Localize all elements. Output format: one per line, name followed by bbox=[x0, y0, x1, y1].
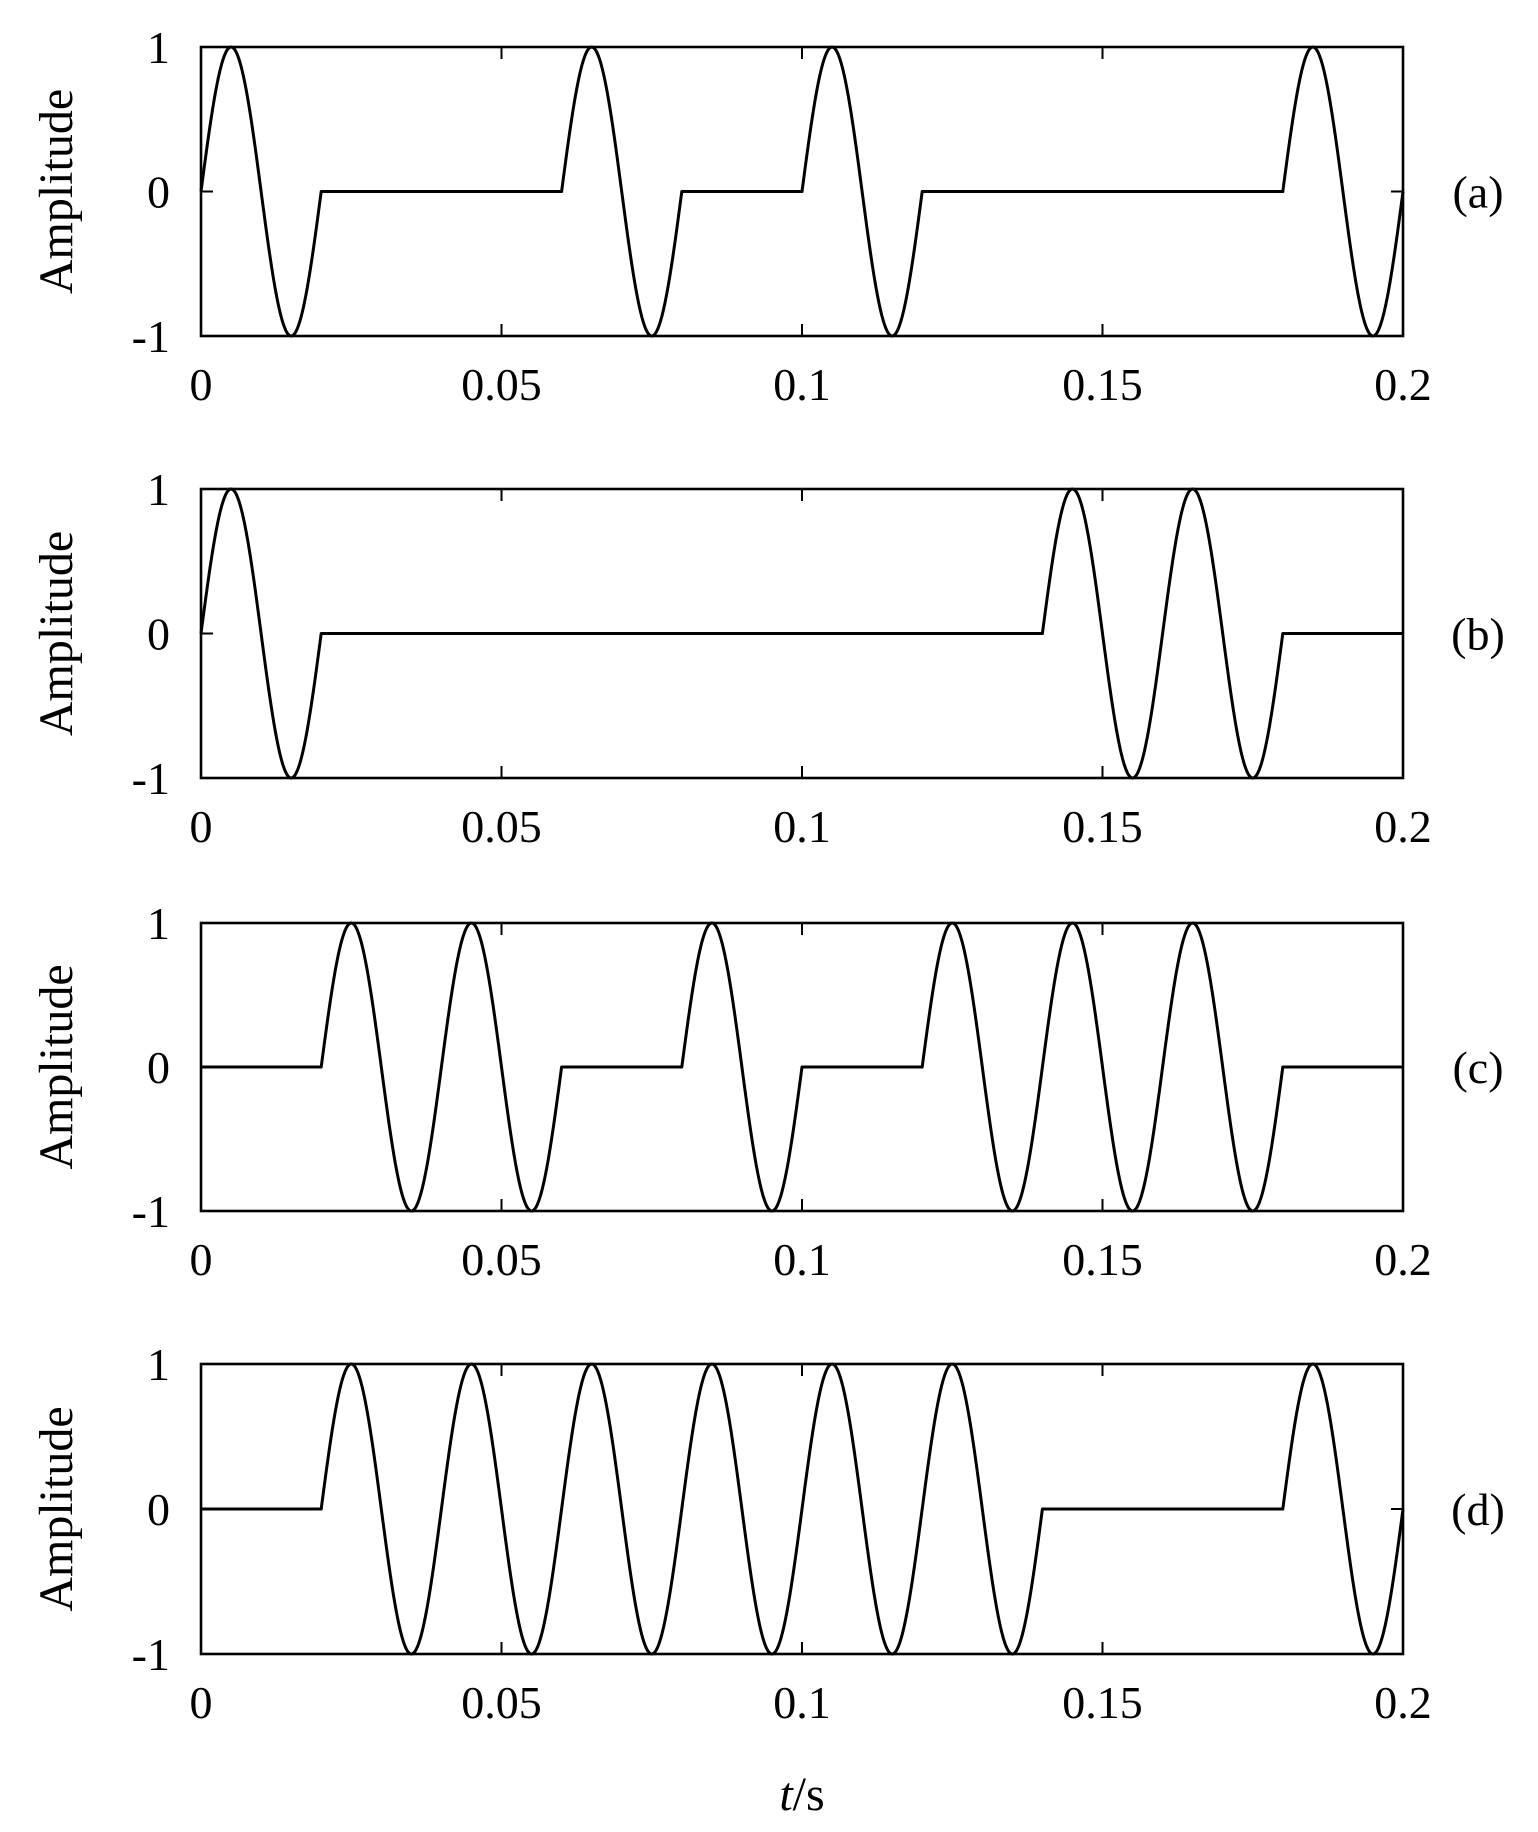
signal-line bbox=[200, 1362, 1405, 1656]
x-tick-label: 0.05 bbox=[461, 801, 542, 852]
panel-label: (a) bbox=[1452, 167, 1503, 218]
y-tick-label: 0 bbox=[147, 1484, 170, 1535]
x-tick-label: 0.05 bbox=[461, 1234, 542, 1285]
x-tick-label: 0.1 bbox=[773, 1677, 831, 1728]
x-tick-label: 0.15 bbox=[1062, 801, 1143, 852]
x-tick-label: 0 bbox=[190, 1677, 213, 1728]
signal-line bbox=[200, 921, 1404, 1213]
y-tick-label: 0 bbox=[147, 1042, 170, 1093]
x-tick-label: 0.15 bbox=[1062, 1234, 1143, 1285]
signal-line bbox=[199, 45, 1405, 338]
x-tick-label: 0 bbox=[190, 359, 213, 410]
y-tick-label: 1 bbox=[147, 22, 170, 73]
y-tick-label: -1 bbox=[132, 311, 170, 362]
y-tick-label: -1 bbox=[132, 1629, 170, 1680]
y-tick-label: -1 bbox=[132, 753, 170, 804]
panel-label: (d) bbox=[1451, 1484, 1505, 1535]
panel-label: (b) bbox=[1451, 609, 1505, 660]
x-tick-label: 0.15 bbox=[1062, 359, 1143, 410]
y-axis-label: Amplitude bbox=[30, 89, 83, 294]
y-tick-label: 0 bbox=[147, 609, 170, 660]
panel-label: (c) bbox=[1452, 1042, 1503, 1093]
x-tick-label: 0.1 bbox=[773, 801, 831, 852]
y-axis-label: Amplitude bbox=[30, 964, 83, 1169]
y-tick-label: 1 bbox=[147, 464, 170, 515]
x-axis-label-symbol: t bbox=[779, 1768, 794, 1821]
y-tick-label: 1 bbox=[147, 1339, 170, 1390]
x-tick-label: 0 bbox=[190, 801, 213, 852]
x-axis-label-unit: /s bbox=[793, 1768, 825, 1821]
x-tick-label: 0.2 bbox=[1374, 801, 1432, 852]
x-tick-label: 0.05 bbox=[461, 1677, 542, 1728]
y-tick-label: 1 bbox=[147, 898, 170, 949]
x-tick-label: 0.15 bbox=[1062, 1677, 1143, 1728]
x-tick-label: 0.2 bbox=[1374, 1677, 1432, 1728]
panel-d: 0 0.05 0.1 0.15 0.2 1 0 -1 Amplitude (d) bbox=[30, 1339, 1505, 1728]
x-tick-label: 0.2 bbox=[1374, 359, 1432, 410]
panel-c: 0 0.05 0.1 0.15 0.2 1 0 -1 Amplitude (c) bbox=[30, 898, 1504, 1285]
x-tick-label: 0.1 bbox=[773, 1234, 831, 1285]
y-axis-label: Amplitude bbox=[30, 531, 83, 736]
x-tick-label: 0.05 bbox=[461, 359, 542, 410]
x-tick-label: 0.2 bbox=[1374, 1234, 1432, 1285]
y-tick-label: 0 bbox=[147, 167, 170, 218]
signal-line bbox=[199, 487, 1404, 780]
x-axis-label: t/s bbox=[779, 1768, 824, 1821]
x-tick-label: 0 bbox=[190, 1234, 213, 1285]
panel-b: 0 0.05 0.1 0.15 0.2 1 0 -1 Amplitude (b) bbox=[30, 464, 1505, 852]
y-axis-label: Amplitude bbox=[30, 1406, 83, 1611]
x-tick-label: 0.1 bbox=[773, 359, 831, 410]
panel-a: 0 0.05 0.1 0.15 0.2 1 0 -1 Amplitude (a) bbox=[30, 22, 1504, 410]
y-tick-label: -1 bbox=[132, 1186, 170, 1237]
